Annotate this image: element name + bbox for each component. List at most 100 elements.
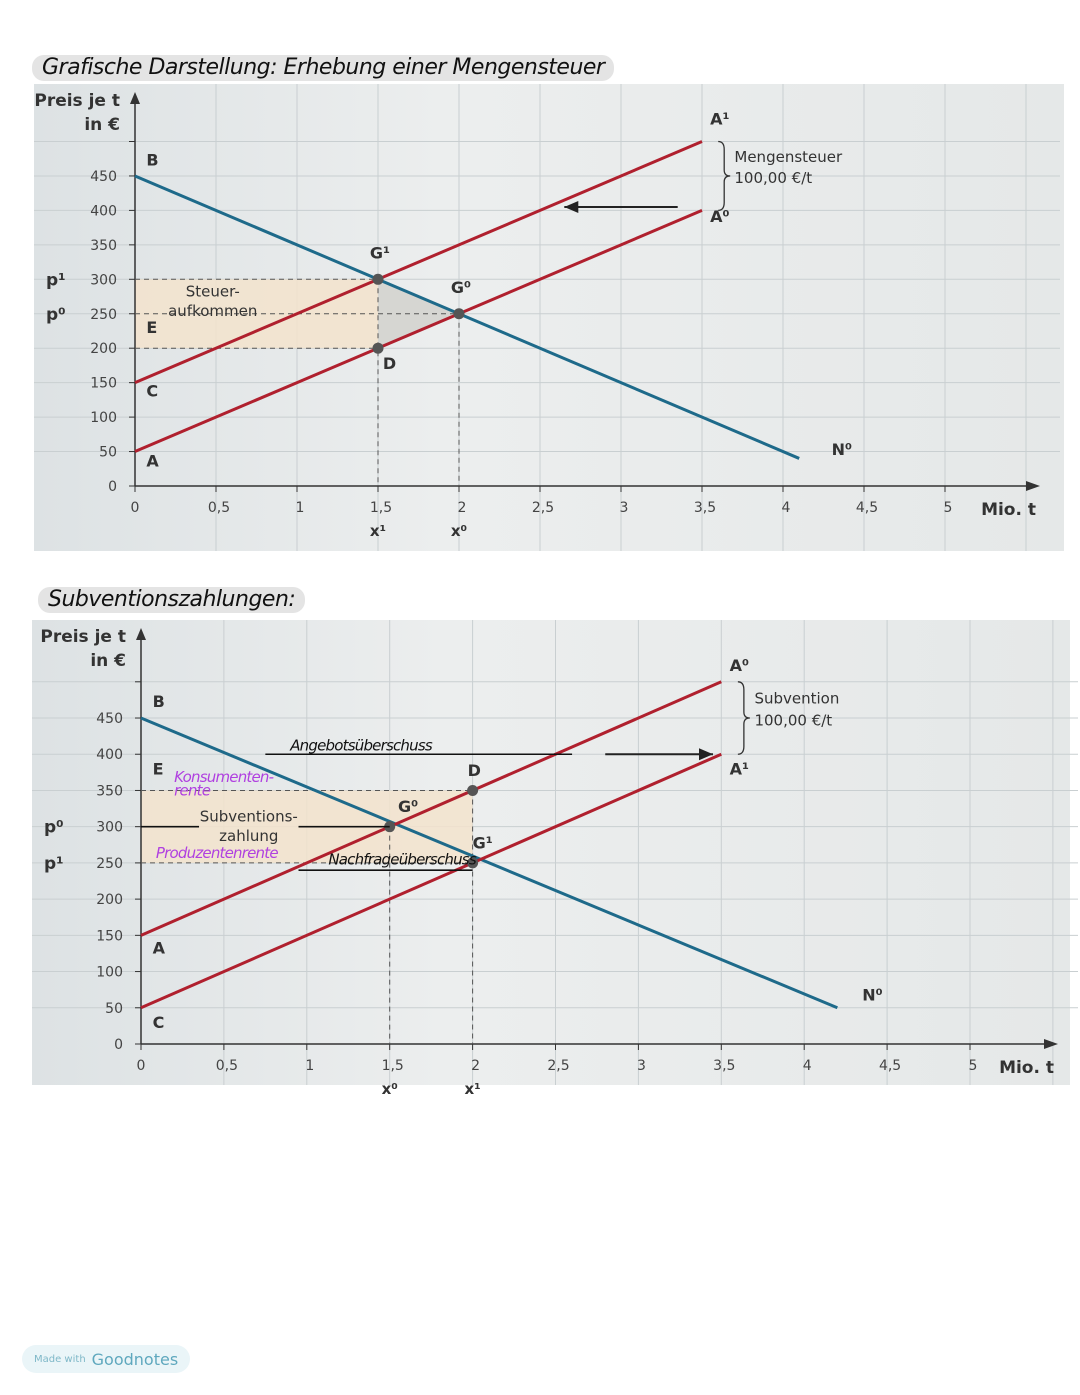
chart1-y-tick-label: 300: [90, 272, 117, 288]
chart2-label-C: C: [153, 1013, 165, 1032]
chart1-note: 100,00 €/t: [734, 169, 812, 187]
chart1-y-axis-arrow-icon: [130, 92, 140, 104]
chart2-point-G¹: [467, 857, 479, 869]
chart1-label-N⁰: N⁰: [832, 440, 852, 459]
chart2-y-axis-arrow-icon: [136, 628, 146, 640]
chart2-label-N⁰: N⁰: [862, 986, 882, 1005]
chart2-x-tick-label: 1,5: [382, 1058, 404, 1074]
chart1-y-tick-label: 400: [90, 203, 117, 219]
chart2-x-tick-label: 0: [137, 1058, 146, 1074]
chart1-price-label: p¹: [46, 270, 66, 290]
chart1-price-label: p⁰: [46, 305, 66, 325]
chart1-y-tick-label: 100: [90, 410, 117, 426]
chart1-arrow-head-icon: [564, 200, 579, 213]
chart2-price-label: p¹: [44, 854, 64, 874]
chart2-label-E: E: [153, 760, 164, 779]
chart1-x-tick-label: 0,5: [208, 500, 230, 516]
chart1-series-demand: [134, 174, 800, 460]
goodnotes-badge: Made with Goodnotes: [22, 1345, 191, 1373]
chart2-x-tick-label: 4: [803, 1058, 812, 1074]
heading-tax: Grafische Darstellung: Erhebung einer Me…: [32, 55, 615, 81]
chart2-note: Subventions-: [200, 808, 298, 826]
heading-subsidy: Subventionszahlungen:: [38, 587, 306, 613]
chart1-x-tick-label: 1,5: [370, 500, 392, 516]
chart1-x-tick-label: 3: [620, 500, 629, 516]
chart2-y-axis-unit: in €: [90, 651, 126, 671]
chart2-x-tick-label: 1: [305, 1058, 314, 1074]
chart1-x-tick-label: 1: [296, 500, 305, 516]
chart2-arrow-head-icon: [699, 748, 714, 761]
chart2-x-axis-label: Mio. t: [999, 1058, 1054, 1078]
badge-brand: Goodnotes: [91, 1349, 179, 1369]
chart2-quantity-label: x⁰: [382, 1080, 398, 1098]
chart2-y-tick-label: 300: [96, 820, 123, 836]
chart2-y-tick-label: 0: [114, 1037, 123, 1053]
chart2-x-tick-label: 3: [637, 1058, 646, 1074]
chart2-label-A¹: A¹: [730, 760, 749, 779]
chart2-brace-icon: [737, 681, 750, 755]
chart2-note: 100,00 €/t: [754, 711, 832, 729]
chart1-brace-icon: [718, 140, 731, 212]
chart1-label-G¹: G¹: [370, 244, 390, 263]
chart1-x-tick-label: 2: [458, 500, 467, 516]
chart1-note: Steuer-: [186, 283, 240, 301]
chart1-y-tick-label: 50: [99, 445, 117, 461]
chart2-handwritten-note: Produzentenrente: [156, 844, 278, 862]
chart2-label-A: A: [153, 938, 166, 957]
chart1-point-D: [372, 342, 384, 354]
chart1-label-A: A: [146, 452, 159, 471]
chart2-handwritten-note: Nachfrageüberschuss: [328, 850, 476, 868]
chart1-y-tick-label: 350: [90, 238, 117, 254]
chart2-x-tick-label: 5: [969, 1058, 978, 1074]
chart2-y-tick-label: 350: [96, 783, 123, 799]
chart2-x-tick-label: 0,5: [216, 1058, 238, 1074]
chart1-x-tick-label: 4: [782, 500, 791, 516]
chart2-x-tick-label: 2,5: [547, 1058, 569, 1074]
chart1-label-A⁰: A⁰: [710, 207, 729, 226]
chart1-x-axis-label: Mio. t: [981, 500, 1036, 520]
chart1-note: Mengensteuer: [734, 148, 843, 166]
chart1-x-tick-label: 2,5: [532, 500, 554, 516]
chart2-y-tick-label: 100: [96, 965, 123, 981]
chart1-quantity-label: x⁰: [451, 522, 467, 540]
chart2-y-tick-label: 250: [96, 856, 123, 872]
chart1-y-tick-label: 150: [90, 376, 117, 392]
chart2-label-G⁰: G⁰: [398, 797, 418, 816]
chart2-x-axis-arrow-icon: [1044, 1039, 1058, 1049]
chart2-handwritten-note: Angebotsüberschuss: [289, 737, 433, 755]
chart2-y-tick-label: 50: [105, 1001, 123, 1017]
chart2-x-tick-label: 3,5: [713, 1058, 735, 1074]
chart2-handwritten-note: Konsumenten-: [174, 768, 273, 786]
chart1-y-axis-unit: in €: [84, 115, 120, 135]
chart1-x-tick-label: 5: [944, 500, 953, 516]
chart1-point-G⁰: [453, 308, 465, 320]
chart2-series-demand: [140, 716, 838, 1010]
chart2-x-tick-label: 4,5: [879, 1058, 901, 1074]
chart2-handwritten-note: rente: [174, 782, 211, 800]
chart1-label-B: B: [146, 151, 158, 170]
chart2-point-D: [467, 784, 479, 796]
chart2-label-G¹: G¹: [473, 833, 493, 852]
chart2-series-supply1: [140, 752, 722, 1010]
chart2-note: zahlung: [219, 827, 278, 845]
chart1-label-A¹: A¹: [710, 109, 729, 128]
chart1-series-supply1: [134, 140, 703, 385]
chart2-series-supply0: [140, 680, 722, 937]
chart1-y-tick-label: 250: [90, 307, 117, 323]
chart2-quantity-label: x¹: [464, 1080, 480, 1098]
chart2-label-B: B: [153, 692, 165, 711]
chart1-quantity-label: x¹: [370, 522, 386, 540]
chart2-y-axis-label: Preis je t: [40, 627, 126, 647]
chart2-x-tick-label: 2: [471, 1058, 480, 1074]
chart1-label-G⁰: G⁰: [451, 278, 471, 297]
chart1-y-axis-label: Preis je t: [34, 91, 120, 111]
chart1-label-D: D: [383, 354, 396, 373]
chart2-price-label: p⁰: [44, 818, 64, 838]
chart1-y-tick-label: 0: [108, 479, 117, 495]
chart2-y-tick-label: 400: [96, 747, 123, 763]
chart1-point-G¹: [372, 273, 384, 285]
chart1-x-tick-label: 3,5: [694, 500, 716, 516]
badge-small-text: Made with: [34, 1353, 86, 1365]
